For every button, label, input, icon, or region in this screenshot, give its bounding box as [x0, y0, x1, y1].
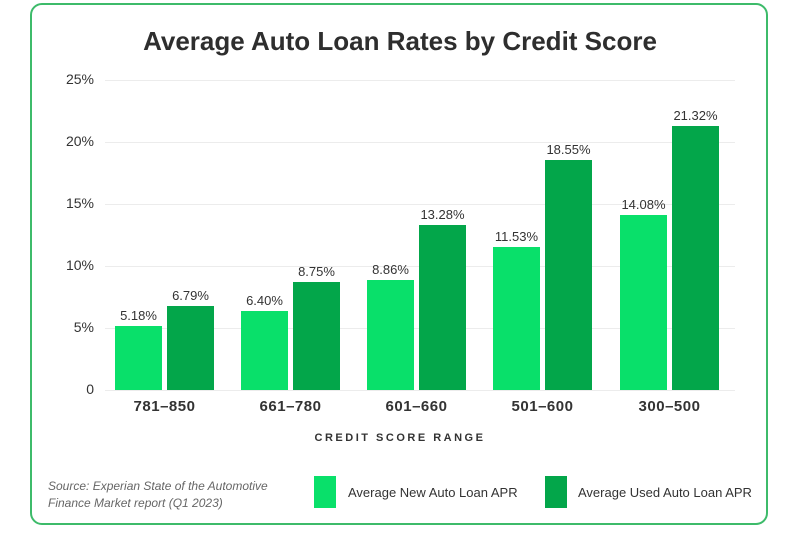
x-tick-label: 300–500	[638, 398, 701, 415]
legend-swatch-used	[545, 476, 567, 508]
bar-value-label: 6.79%	[172, 287, 209, 303]
y-tick-label: 5%	[73, 319, 94, 335]
bar-new	[367, 280, 414, 390]
bar-used	[167, 305, 214, 390]
legend-label-used: Average Used Auto Loan APR	[578, 485, 752, 500]
bar-value-label: 8.86%	[372, 262, 409, 278]
gridline	[105, 142, 735, 143]
gridline	[105, 204, 735, 205]
bar-new	[241, 310, 288, 390]
bar-used	[293, 281, 340, 390]
bar-value-label: 21.32%	[673, 107, 718, 123]
y-tick-label: 25%	[65, 71, 94, 87]
bar-value-label: 8.75%	[298, 263, 335, 279]
bar-value-label: 14.08%	[621, 197, 666, 213]
bar-new	[620, 215, 667, 390]
bar-used	[419, 225, 466, 390]
y-tick-label: 15%	[65, 195, 94, 211]
bar-value-label: 18.55%	[546, 141, 591, 157]
x-tick-label: 781–850	[133, 398, 196, 415]
bar-used	[672, 125, 719, 390]
bar-value-label: 6.40%	[246, 292, 283, 308]
bar-new	[493, 247, 540, 390]
chart-card	[30, 3, 768, 525]
legend-label-new: Average New Auto Loan APR	[348, 485, 518, 500]
legend-swatch-new	[314, 476, 336, 508]
x-tick-label: 601–660	[385, 398, 448, 415]
plot-area: 5.18% 6.79% 6.40% 8.75% 8.86% 13.28% 11.53% 18.…	[105, 80, 735, 391]
x-tick-label: 501–600	[511, 398, 574, 415]
gridline	[105, 390, 735, 391]
x-axis-label: CREDIT SCORE RANGE	[314, 432, 486, 444]
source-note: Source: Experian State of the Automotive…	[48, 479, 268, 510]
bar-used	[545, 159, 592, 390]
gridline	[105, 80, 735, 81]
chart-title: Average Auto Loan Rates by Credit Score	[143, 26, 657, 56]
bar-value-label: 11.53%	[494, 229, 539, 245]
x-tick-label: 661–780	[259, 398, 322, 415]
y-tick-label: 10%	[65, 257, 94, 273]
y-tick-label: 0	[86, 381, 94, 397]
bar-value-label: 5.18%	[120, 307, 157, 323]
bar-value-label: 13.28%	[420, 207, 465, 223]
bar-new	[115, 325, 162, 390]
y-tick-label: 20%	[65, 133, 94, 149]
